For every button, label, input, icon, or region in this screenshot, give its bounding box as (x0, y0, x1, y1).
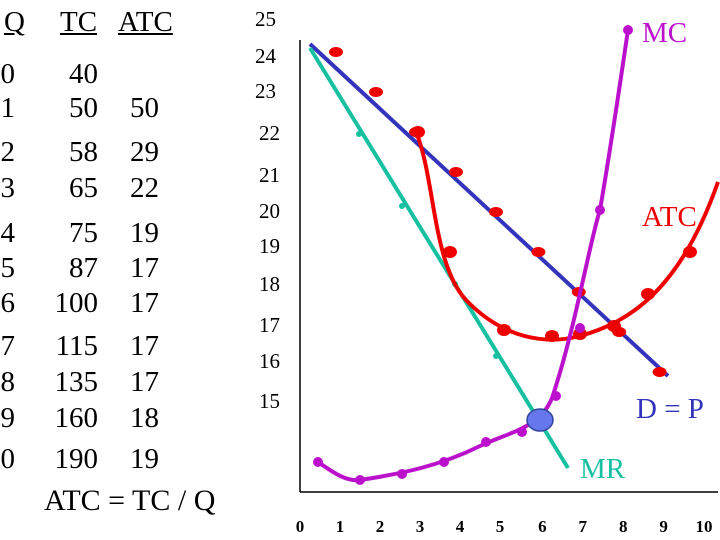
tc-cell: 58 (69, 136, 98, 168)
tc-cell: 135 (54, 366, 99, 398)
y-tick-label: 16 (259, 349, 280, 373)
mr-label: MR (580, 453, 626, 485)
q-cell: 4 (0, 217, 16, 249)
atc-point (607, 320, 621, 332)
y-tick-label: 15 (259, 389, 280, 413)
atc-cell: 29 (130, 136, 159, 168)
mr-line (308, 46, 570, 470)
atc-cell: 19 (130, 217, 159, 249)
y-tick-label: 24 (255, 44, 277, 68)
mc-label: MC (642, 17, 687, 49)
x-tick-label: 9 (659, 517, 668, 536)
q-cell: 5 (0, 252, 16, 284)
atc-point (683, 246, 697, 258)
mc-point (439, 457, 449, 467)
mc-curve (316, 29, 630, 483)
x-tick-label: 4 (456, 517, 465, 536)
demand-point (489, 207, 503, 217)
mc-point (313, 457, 323, 467)
atc-formula: ATC = TC / Q (44, 484, 216, 517)
y-tick-label: 22 (259, 121, 280, 145)
y-tick-label: 23 (255, 79, 276, 103)
y-tick-label: 17 (259, 313, 280, 337)
q-cell: 1 (0, 92, 16, 124)
mr-point (399, 203, 405, 209)
demand-point (531, 247, 546, 257)
q-cell: 7 (0, 330, 16, 362)
q-cell: 6 (0, 287, 16, 319)
mc-point (551, 391, 561, 401)
x-tick-label: 7 (579, 517, 588, 536)
y-tick-label: 25 (255, 7, 276, 31)
x-tick-label: 8 (619, 517, 628, 536)
mc-point (517, 427, 527, 437)
atc-curve (414, 131, 720, 342)
demand-point (449, 167, 463, 177)
atc-point (443, 246, 457, 258)
atc-point (411, 126, 425, 138)
x-tick-label: 2 (376, 517, 385, 536)
q-cell: 10 (0, 443, 15, 475)
tc-cell: 50 (69, 92, 98, 124)
demand-point (652, 367, 667, 377)
q-cell: 9 (0, 402, 16, 434)
tc-cell: 87 (69, 252, 98, 284)
q-cell: 0 (0, 58, 16, 90)
y-tick-label: 21 (259, 163, 280, 187)
atc-cell: 17 (130, 287, 159, 319)
demand-line (308, 42, 670, 378)
tc-cell: 115 (55, 330, 98, 362)
y-tick-label: 19 (259, 234, 280, 258)
y-tick-label: 18 (259, 272, 280, 296)
atc-point (641, 288, 655, 300)
mc-point (397, 469, 407, 479)
x-tick-label: 6 (538, 517, 547, 536)
atc-point (545, 330, 559, 342)
mr-point (356, 131, 362, 137)
q-cell: 8 (0, 366, 16, 398)
mr-point (493, 353, 499, 359)
atc-label: ATC (642, 201, 697, 233)
mr-mc-intersection (526, 408, 554, 432)
tc-cell: 40 (69, 58, 98, 90)
atc-column-header: ATC (118, 6, 173, 38)
atc-point (497, 324, 511, 336)
curves (308, 25, 720, 485)
x-tick-label: 0 (296, 517, 305, 536)
atc-cell: 17 (130, 252, 159, 284)
atc-cell: 19 (130, 443, 159, 475)
mc-point (595, 205, 605, 215)
mc-point (623, 25, 633, 35)
q-cell: 3 (0, 172, 16, 204)
q-column-header: Q (4, 6, 25, 38)
tc-cell: 75 (69, 217, 98, 249)
tc-cell: 160 (54, 402, 99, 434)
demand-label: D = P (636, 393, 704, 425)
q-cell: 2 (0, 136, 16, 168)
atc-cell: 50 (130, 92, 159, 124)
mc-point (355, 475, 365, 485)
tc-cell: 100 (54, 287, 99, 319)
tc-cell: 65 (69, 172, 98, 204)
atc-cell: 17 (130, 366, 159, 398)
y-tick-label: 20 (259, 199, 280, 223)
tc-column-header: TC (60, 6, 98, 38)
x-tick-label: 10 (696, 517, 713, 536)
x-tick-label: 5 (496, 517, 505, 536)
tc-cell: 190 (54, 443, 99, 475)
mc-point (575, 323, 585, 333)
mc-point (481, 437, 491, 447)
atc-cell: 22 (130, 172, 159, 204)
x-tick-label: 1 (336, 517, 345, 536)
x-tick-label: 3 (416, 517, 425, 536)
demand-point (329, 47, 343, 57)
curve-labels: MC ATC D = P MR (580, 17, 704, 485)
atc-cell: 18 (130, 402, 159, 434)
atc-cell: 17 (130, 330, 159, 362)
demand-point (369, 87, 383, 97)
